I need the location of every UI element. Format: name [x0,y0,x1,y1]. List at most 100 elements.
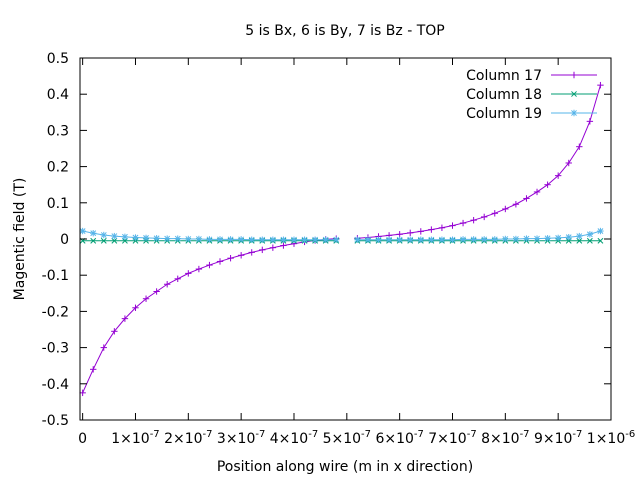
x-tick-label: 1×10-7 [111,429,159,447]
data-point [396,231,403,238]
data-point [280,236,287,243]
data-point [259,246,266,254]
data-point [576,143,583,150]
data-point [523,195,530,202]
data-point [185,235,192,243]
x-tick-base: 4×10 [270,431,308,447]
data-point [385,236,393,243]
data-point [586,231,594,238]
data-point [502,235,509,243]
data-point [206,236,213,243]
x-tick-exponent: -7 [308,429,318,440]
data-point [142,234,150,242]
data-point [153,288,160,295]
data-point [586,118,594,125]
data-point [227,254,234,262]
data-point [364,236,372,243]
y-tick-label: 0.3 [47,123,69,139]
x-tick-exponent: -7 [150,429,160,440]
y-tick-label: 0.1 [47,196,69,212]
data-point [523,235,530,242]
data-point [459,236,467,243]
x-tick-base: 9×10 [534,431,572,447]
data-point [512,201,520,208]
data-point [90,237,97,244]
x-tick-label: 3×10-7 [217,429,265,447]
data-point [533,235,541,242]
data-point [142,295,150,302]
x-axis-ticks: 0 1×10-7 2×10-7 3×10-7 4×10-7 5×10-7 6×10-7 7×1… [78,58,635,447]
x-tick-base: 8×10 [481,431,519,447]
data-point [586,237,593,244]
data-point [470,216,477,224]
data-point [90,366,97,373]
data-point [163,235,171,242]
x-tick-exponent: -7 [361,429,371,440]
data-point [396,236,403,243]
data-point [269,236,277,243]
data-point [121,315,129,322]
x-tick-label: 4×10-7 [270,429,318,447]
x-tick-label: 1×10-6 [587,429,635,447]
data-point [111,237,118,244]
data-point [280,242,287,249]
chart-title: 5 is Bx, 6 is By, 7 is Bz - TOP [245,23,444,39]
y-tick-label: 0.4 [47,87,69,103]
x-tick-exponent: -7 [203,429,213,440]
x-tick-label: 0 [78,431,87,447]
data-point [100,237,107,244]
data-point [301,236,308,243]
x-tick-label: 8×10-7 [481,429,529,447]
data-point [407,236,414,243]
legend-label: Column 19 [466,106,542,122]
data-point [491,210,498,217]
series-17 [79,81,604,397]
data-point [544,235,551,242]
data-point [512,235,520,243]
data-point [417,236,424,243]
data-point [132,304,139,311]
data-point [237,252,245,259]
y-tick-label: -0.1 [42,268,69,284]
data-point [576,232,583,240]
data-point [79,227,86,235]
data-point [121,233,129,241]
x-axis-label: Position along wire (m in x direction) [217,459,473,475]
data-point [174,235,181,242]
data-point [597,237,604,244]
data-point [195,265,203,273]
data-point [227,236,234,243]
x-tick-base: 6×10 [375,431,413,447]
data-point [438,224,446,231]
y-axis-label: Magentic field (T) [12,178,28,301]
data-point [111,328,118,335]
y-tick-label: -0.4 [42,377,69,393]
x-tick-base: 3×10 [217,431,255,447]
data-point [438,236,446,243]
y-axis-ticks: -0.5 -0.4 -0.3 -0.2 -0.1 0 0.1 0.2 0.3 0.4 0.5 [42,51,611,429]
legend-marker [571,91,577,97]
data-point [185,270,192,277]
x-tick-exponent: -7 [572,429,582,440]
x-tick-exponent: -7 [520,429,530,440]
data-point [111,232,118,240]
y-tick-label: -0.2 [42,304,69,320]
x-tick-base: 0 [78,431,87,447]
plot-area [79,81,604,397]
x-tick-exponent: -7 [414,429,424,440]
legend-marker [570,109,578,117]
data-point [248,236,255,243]
y-tick-label: 0 [60,232,69,248]
x-tick-exponent: -7 [255,429,265,440]
data-point [449,222,456,229]
x-tick-base: 1×10 [111,431,149,447]
x-tick-base: 1×10 [587,431,625,447]
legend: Column 17 Column 18 Column 19 [466,68,597,122]
data-point [90,230,97,237]
data-point [269,244,277,251]
data-point [480,213,488,221]
y-tick-label: -0.5 [42,413,69,429]
data-point [195,235,203,243]
data-point [237,236,245,243]
data-point [216,258,224,265]
